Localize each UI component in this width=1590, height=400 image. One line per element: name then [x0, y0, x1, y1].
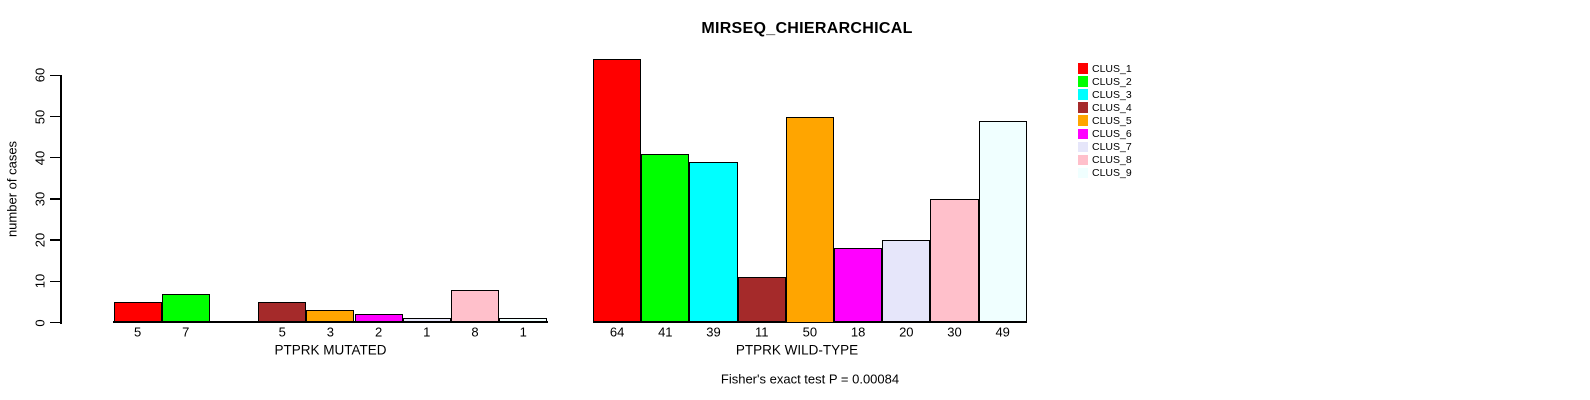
- bar-clus_6-wild-type: [834, 248, 883, 323]
- bar-value-label: 3: [326, 324, 335, 339]
- bar-clus_4-wild-type: [737, 277, 786, 323]
- bar-value-label: 7: [182, 324, 190, 339]
- legend-label-clus_3: CLUS_3: [1092, 88, 1132, 101]
- bar-clus_8-mutated: [450, 289, 500, 323]
- bar-clus_9-wild-type: [978, 120, 1027, 323]
- y-tick-label: 50: [32, 109, 48, 124]
- legend-label-clus_8: CLUS_8: [1092, 153, 1132, 166]
- bar-clus_4-mutated: [258, 301, 307, 323]
- y-tick-mark: [49, 74, 61, 77]
- legend-swatch-clus_1: [1077, 63, 1088, 74]
- bar-value-label: 5: [278, 324, 286, 339]
- y-tick-mark: [49, 321, 61, 324]
- bar-clus_3-wild-type: [689, 161, 738, 323]
- y-tick-mark: [49, 156, 61, 159]
- bar-value-label: 50: [802, 324, 818, 339]
- legend-swatch-clus_2: [1077, 76, 1088, 87]
- legend-swatch-clus_5: [1077, 115, 1088, 126]
- bar-value-label: 39: [706, 324, 721, 339]
- y-tick-mark: [49, 280, 61, 283]
- bar-clus_7-wild-type: [882, 240, 931, 323]
- y-axis-line: [59, 75, 62, 324]
- bar-value-label: 64: [609, 324, 625, 339]
- y-tick-label: 60: [32, 68, 48, 83]
- legend-swatch-clus_3: [1077, 89, 1088, 100]
- bar-value-label: 2: [374, 324, 383, 339]
- legend-swatch-clus_7: [1077, 141, 1088, 153]
- y-tick-label: 10: [32, 274, 48, 289]
- y-tick-mark: [49, 239, 61, 241]
- legend-swatch-clus_4: [1077, 102, 1088, 113]
- legend-label-clus_4: CLUS_4: [1092, 101, 1132, 114]
- bar-clus_5-mutated: [306, 310, 355, 323]
- group-label-wild-type: PTPRK WILD-TYPE: [735, 342, 859, 357]
- legend-label-clus_9: CLUS_9: [1092, 166, 1132, 179]
- bar-clus_7-mutated: [402, 318, 451, 323]
- bar-clus_9-mutated: [499, 318, 548, 323]
- bar-value-label: 20: [899, 324, 914, 339]
- legend-swatch-clus_8: [1077, 154, 1088, 166]
- bar-value-label: 49: [995, 324, 1010, 339]
- bar-clus_2-mutated: [161, 293, 210, 323]
- chart-title: MIRSEQ_CHIERARCHICAL: [701, 20, 913, 37]
- bar-value-label: 11: [754, 324, 769, 339]
- bar-clus_1-wild-type: [593, 58, 642, 323]
- legend-label-clus_6: CLUS_6: [1092, 127, 1132, 140]
- bar-clus_5-wild-type: [785, 116, 834, 323]
- bar-clus_1-mutated: [113, 301, 162, 323]
- y-tick-label: 20: [32, 232, 48, 248]
- y-tick-mark: [49, 115, 61, 118]
- y-tick-mark: [49, 198, 61, 200]
- group-label-mutated: PTPRK MUTATED: [274, 342, 387, 357]
- bar-value-label: 1: [519, 324, 527, 339]
- bar-value-label: 1: [423, 324, 431, 339]
- bar-value-label: 41: [658, 324, 673, 339]
- fisher-test-note: Fisher's exact test P = 0.00084: [720, 371, 900, 387]
- legend-swatch-clus_6: [1077, 128, 1088, 139]
- legend-swatch-clus_9: [1077, 167, 1088, 179]
- y-tick-label: 30: [32, 191, 48, 207]
- y-axis-label: number of cases: [4, 140, 20, 238]
- bar-value-label: 8: [471, 324, 479, 339]
- bar-value-label: 18: [850, 324, 866, 339]
- legend-label-clus_5: CLUS_5: [1092, 114, 1132, 127]
- y-tick-label: 0: [32, 318, 48, 327]
- legend-label-clus_1: CLUS_1: [1092, 62, 1132, 75]
- legend-label-clus_7: CLUS_7: [1092, 140, 1132, 153]
- legend-label-clus_2: CLUS_2: [1092, 75, 1132, 88]
- bar-value-label: 5: [133, 324, 142, 339]
- bar-value-label: 30: [947, 324, 962, 339]
- y-tick-label: 40: [32, 150, 48, 165]
- bar-clus_8-wild-type: [930, 198, 979, 323]
- bar-clus_6-mutated: [354, 314, 403, 323]
- bar-clus_2-wild-type: [641, 153, 690, 323]
